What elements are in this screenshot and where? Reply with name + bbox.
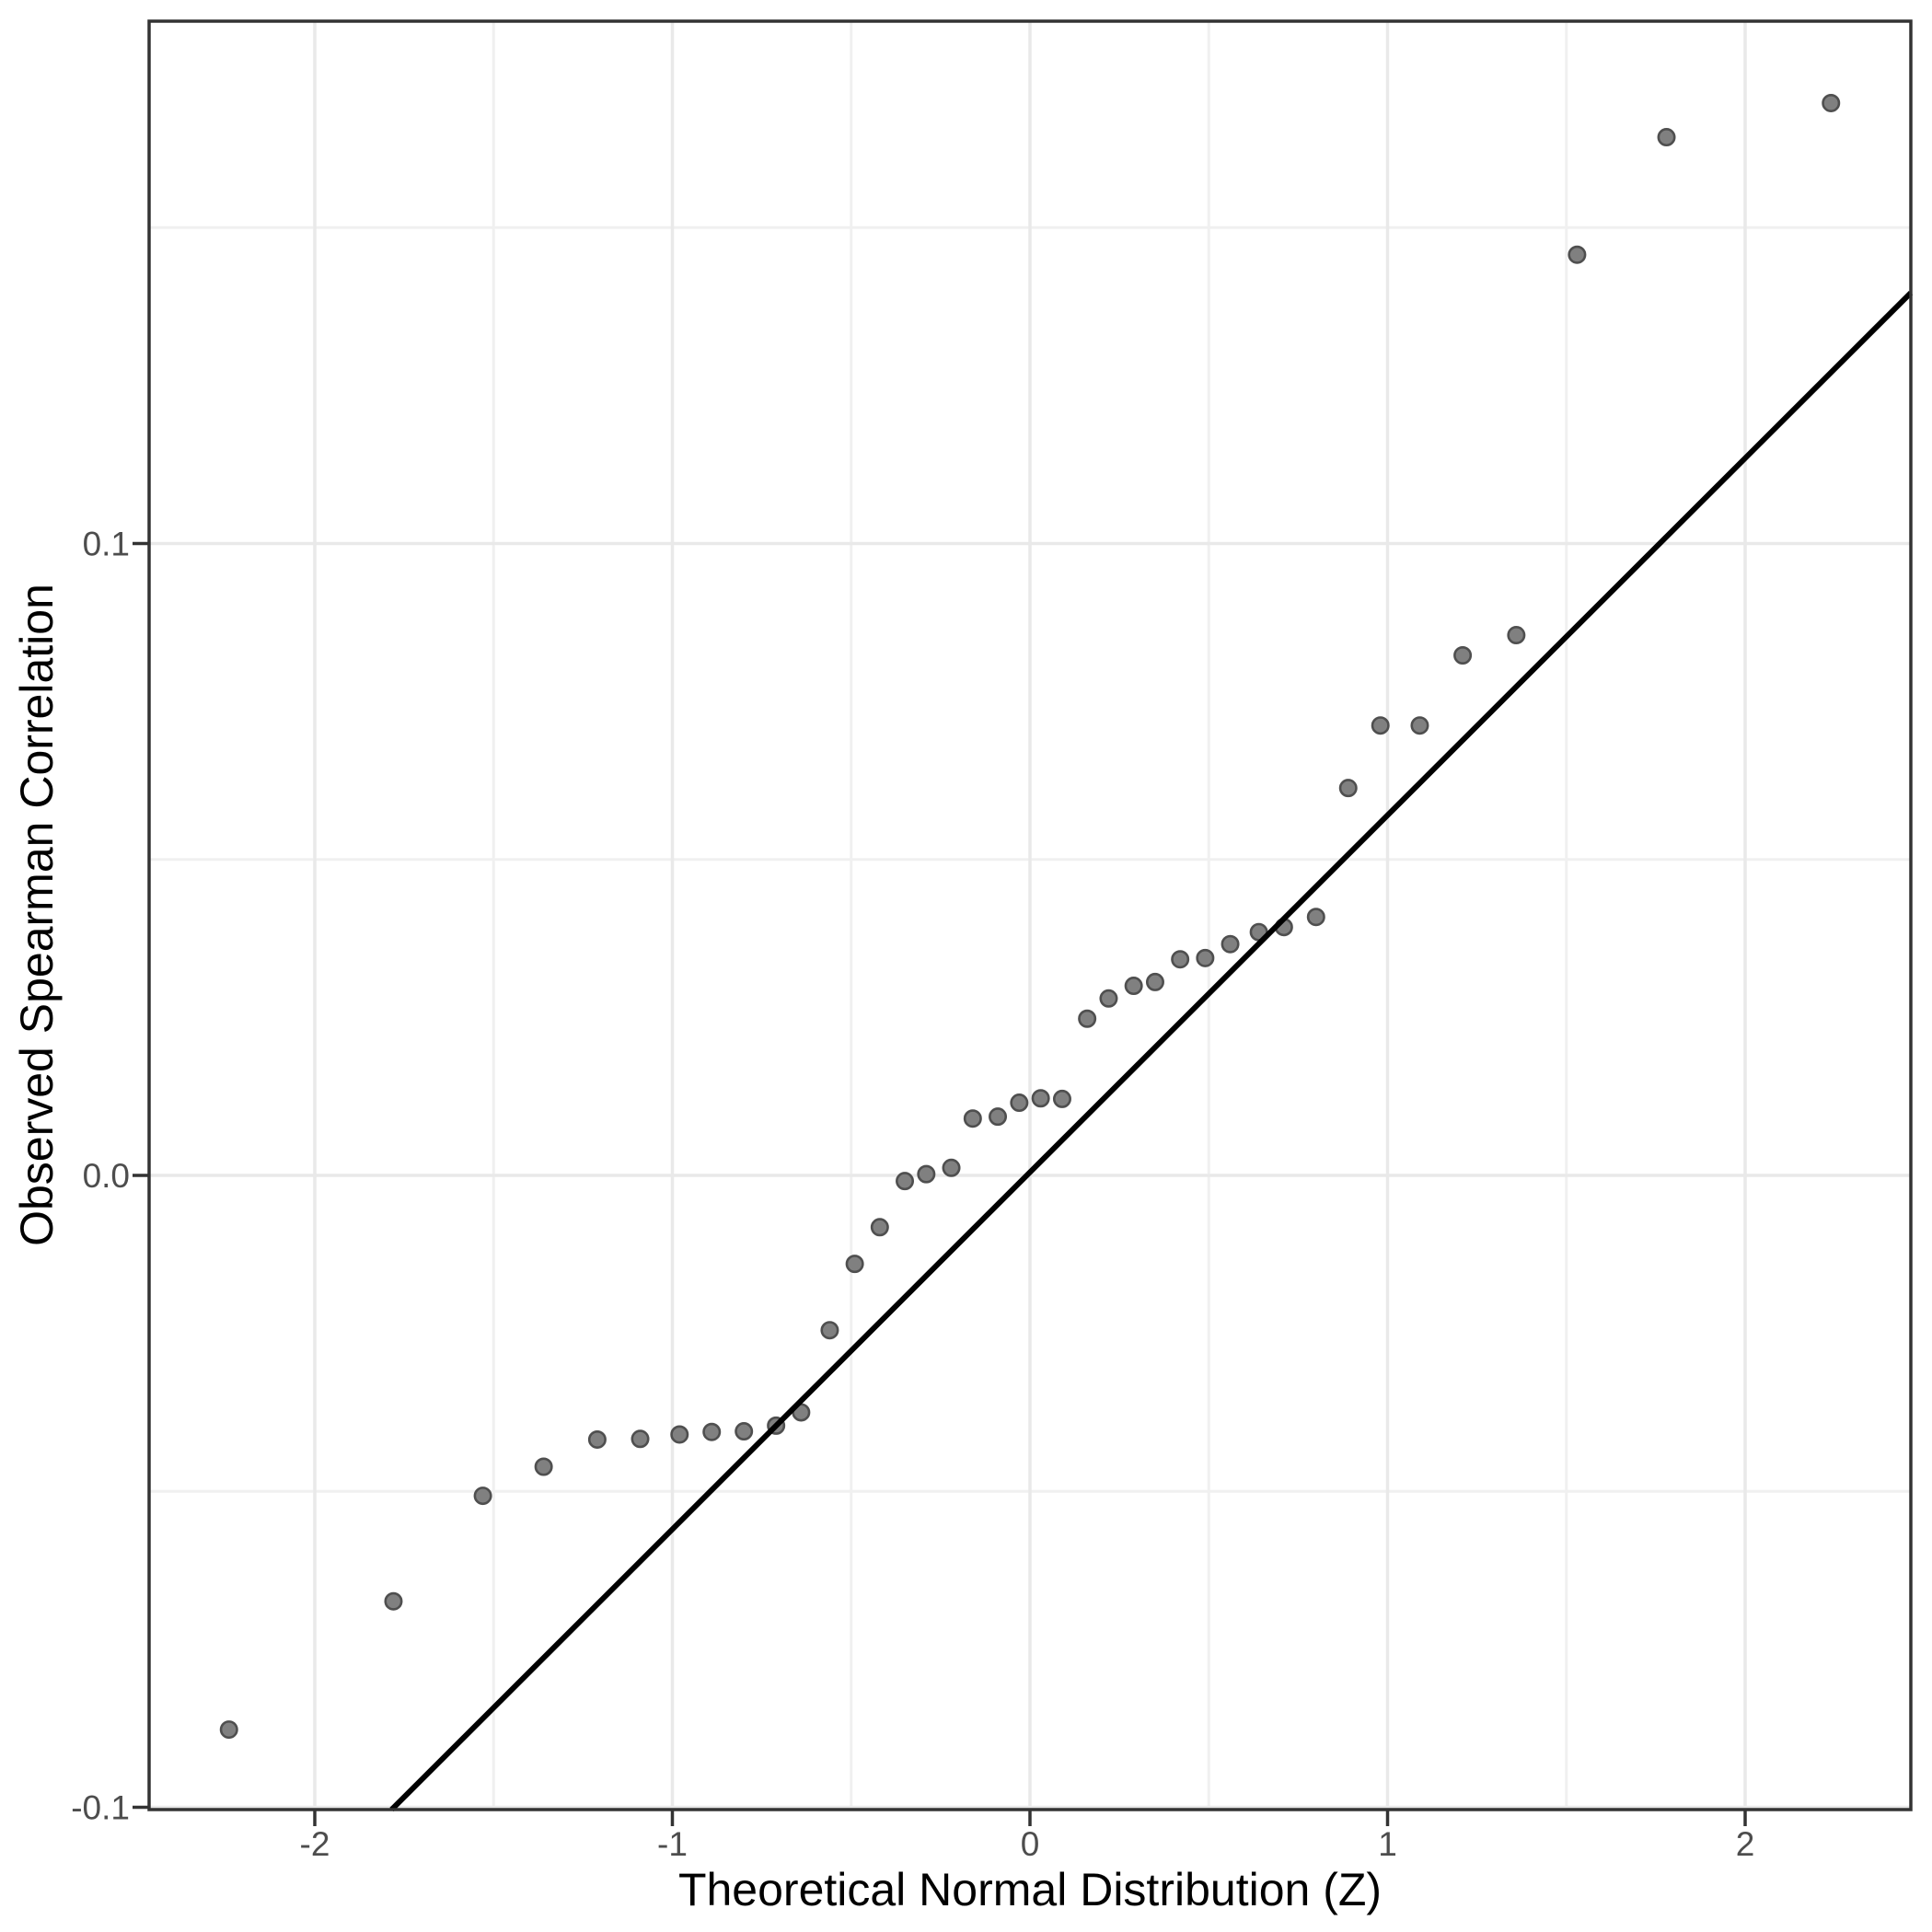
data-point <box>1124 977 1143 996</box>
data-point <box>1010 1093 1029 1113</box>
data-point <box>1657 128 1676 147</box>
data-point <box>963 1109 982 1128</box>
data-point <box>1822 93 1841 112</box>
data-point <box>1568 245 1587 264</box>
x-axis-tick-label: -1 <box>657 1825 688 1863</box>
qq-reference-line <box>389 290 1914 1812</box>
data-point <box>534 1457 553 1476</box>
data-point <box>1338 779 1358 798</box>
x-axis-tick-label: 2 <box>1736 1825 1755 1863</box>
x-axis-tick-label: -2 <box>300 1825 330 1863</box>
data-point <box>989 1107 1008 1127</box>
data-point <box>1099 989 1118 1008</box>
data-point <box>384 1591 403 1611</box>
data-point <box>820 1321 839 1340</box>
data-point <box>870 1218 889 1237</box>
x-axis-tick-label: 0 <box>1021 1825 1040 1863</box>
data-point <box>1171 950 1190 969</box>
y-axis-tick-label: -0.1 <box>71 1789 130 1827</box>
data-point <box>735 1422 754 1441</box>
data-point <box>1031 1089 1050 1108</box>
data-point <box>1507 626 1526 645</box>
y-axis-title: Observed Spearman Correlation <box>11 584 63 1246</box>
data-point <box>1306 908 1325 927</box>
data-point <box>702 1422 722 1441</box>
x-axis-title: Theoretical Normal Distribution (Z) <box>677 1864 1382 1915</box>
data-point <box>1410 716 1429 735</box>
data-point <box>1145 972 1164 991</box>
data-point <box>631 1429 650 1449</box>
data-point <box>1453 645 1473 665</box>
y-axis-tick-label: 0.0 <box>83 1157 130 1195</box>
data-point <box>670 1425 689 1444</box>
data-point <box>1371 716 1390 735</box>
data-point <box>942 1158 961 1177</box>
data-point <box>845 1255 864 1274</box>
data-point <box>473 1487 492 1506</box>
data-point <box>1221 934 1240 954</box>
data-point <box>1052 1089 1071 1108</box>
data-point <box>587 1429 607 1449</box>
data-point <box>219 1720 238 1740</box>
x-axis-tick-label: 1 <box>1378 1825 1397 1863</box>
y-axis-tick-label: 0.1 <box>83 525 130 562</box>
data-point <box>917 1164 936 1184</box>
data-point <box>1078 1009 1097 1028</box>
data-point <box>1196 948 1215 967</box>
data-point <box>896 1172 915 1191</box>
